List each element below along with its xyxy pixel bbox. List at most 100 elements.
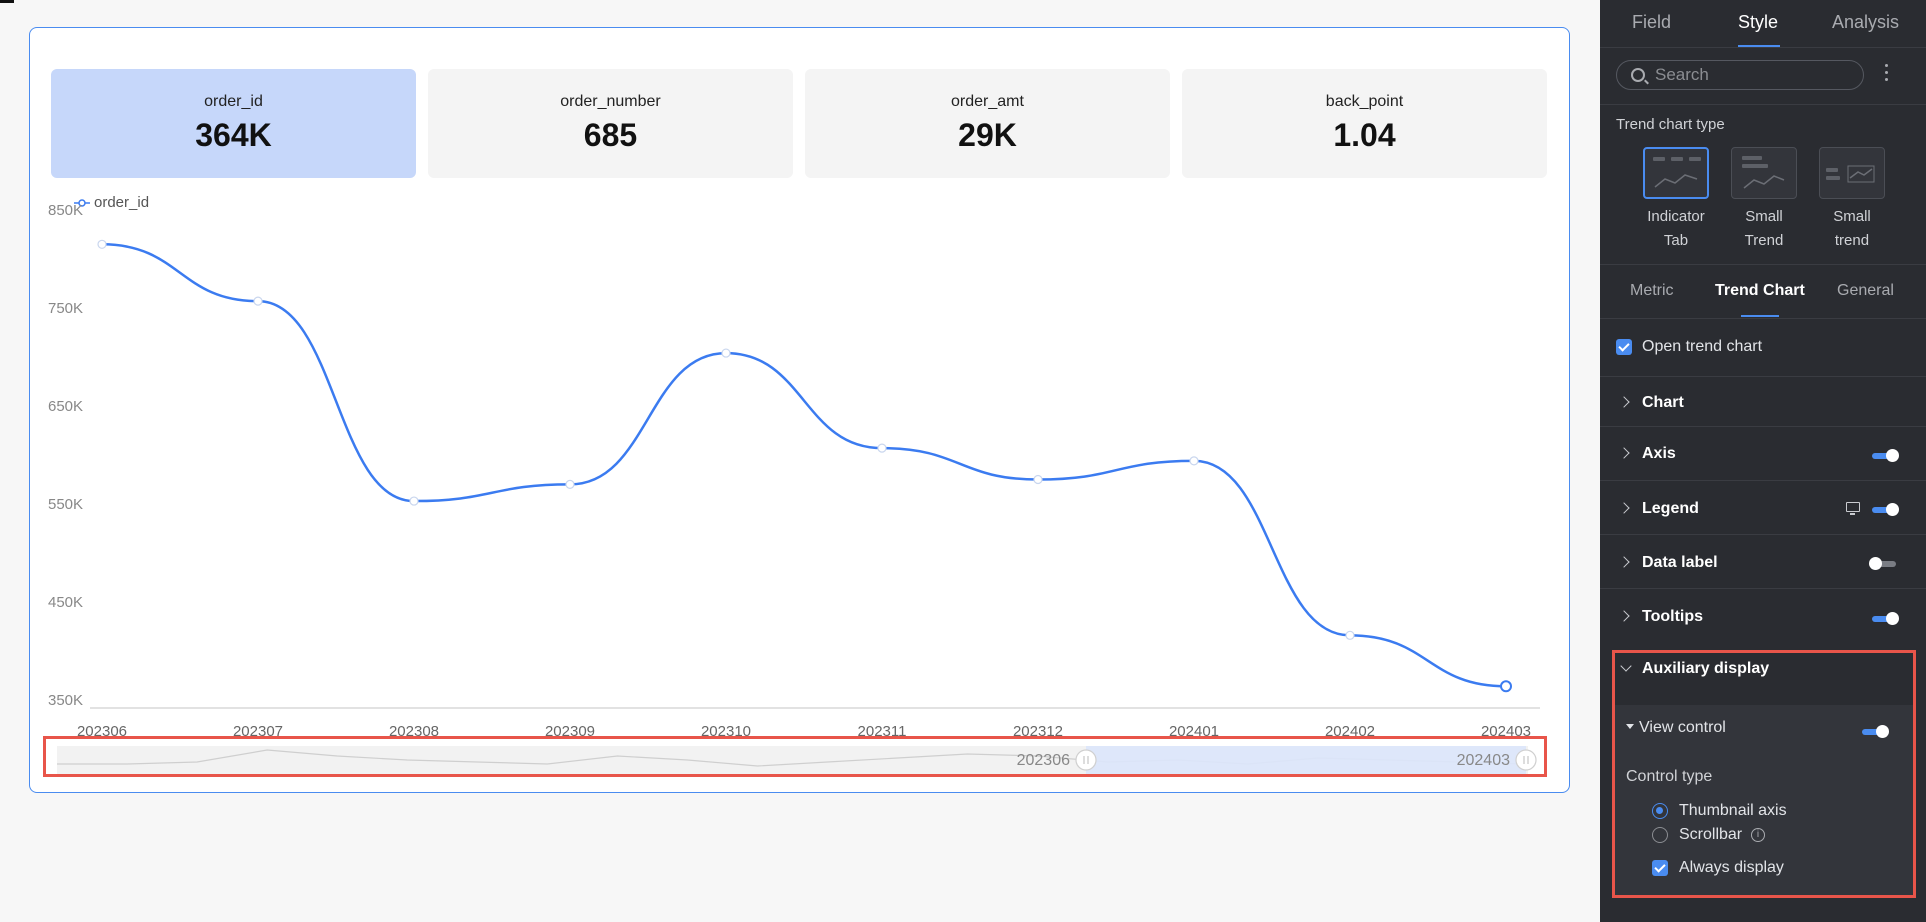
trend-type-indicator-tab[interactable]: Indicator Tab [1641, 147, 1711, 253]
tab-style[interactable]: Style [1738, 12, 1779, 32]
thumbnail-end-handle[interactable] [1515, 749, 1537, 771]
info-icon[interactable]: i [1751, 828, 1765, 842]
thumbnail-start-handle[interactable] [1075, 749, 1097, 771]
caret-down-icon[interactable] [1626, 724, 1634, 729]
panel-tabs: Field Style Analysis [1600, 0, 1926, 48]
trend-type-small-trend[interactable]: Small Trend [1729, 147, 1799, 253]
section-data-label[interactable]: Data label [1642, 554, 1718, 571]
chart-legend[interactable]: order_id [74, 194, 149, 211]
more-options-icon[interactable] [1885, 64, 1889, 84]
data-point [253, 296, 263, 306]
data-point [1189, 456, 1199, 466]
chevron-right-icon[interactable] [1618, 396, 1630, 408]
x-tick-label: 202308 [389, 723, 439, 740]
data-point [721, 348, 731, 358]
thumbnail-axis-option-label[interactable]: Thumbnail axis [1679, 802, 1787, 819]
section-tooltips[interactable]: Tooltips [1642, 608, 1704, 625]
thumbnail-start-label: 202306 [1017, 752, 1070, 769]
data-point [1033, 474, 1043, 485]
section-axis[interactable]: Axis [1642, 445, 1676, 462]
metric-value: 685 [583, 117, 638, 153]
view-control-toggle[interactable] [1862, 725, 1889, 738]
section-auxiliary-display[interactable]: Auxiliary display [1642, 660, 1770, 677]
divider [1600, 588, 1926, 589]
data-label-toggle[interactable] [1869, 557, 1896, 570]
metric-tab-order-number[interactable]: order_number 685 [428, 69, 793, 178]
trend-chart-type-title: Trend chart type [1616, 116, 1725, 133]
divider [1600, 426, 1926, 427]
open-trend-chart-checkbox[interactable] [1616, 339, 1632, 355]
always-display-label[interactable]: Always display [1679, 859, 1784, 876]
trend-chart-card[interactable]: order_id 364K order_number 685 order_amt… [29, 27, 1570, 793]
thumbnail-end-label: 202403 [1457, 752, 1510, 769]
metric-tab-order-id[interactable]: order_id 364K [51, 69, 416, 178]
monitor-icon[interactable] [1846, 502, 1860, 515]
auxiliary-display-highlight [1612, 650, 1916, 898]
trend-type-small-trend-alt[interactable]: Small trend [1817, 147, 1887, 253]
divider [1600, 318, 1926, 319]
tab-field[interactable]: Field [1632, 12, 1672, 32]
metric-label: order_number [560, 93, 661, 110]
trend-type-label: Indicator [1647, 208, 1705, 225]
divider [1600, 264, 1926, 265]
search-icon [1631, 68, 1645, 82]
data-point [97, 239, 107, 249]
y-tick-label: 550K [48, 496, 83, 513]
data-point [409, 496, 419, 506]
small-trend-alt-preview-icon [1819, 147, 1885, 199]
legend-toggle[interactable] [1872, 503, 1899, 516]
legend-label: order_id [94, 194, 150, 211]
series-line-order-id [101, 243, 1507, 688]
thumbnail-axis-highlight [43, 736, 1547, 777]
chevron-right-icon[interactable] [1618, 610, 1630, 622]
indicator-tab-preview-icon [1643, 147, 1709, 199]
scrollbar-radio[interactable] [1652, 827, 1668, 843]
search-input[interactable] [1655, 65, 1855, 85]
window-corner-mark [0, 0, 14, 3]
scrollbar-option-label[interactable]: Scrollbar [1679, 826, 1743, 843]
data-point [565, 479, 575, 489]
data-point [877, 443, 887, 453]
data-point [1345, 630, 1355, 640]
chevron-right-icon[interactable] [1618, 556, 1630, 568]
y-tick-label: 850K [48, 202, 83, 219]
tab-general[interactable]: General [1837, 282, 1894, 299]
chevron-right-icon[interactable] [1618, 502, 1630, 514]
x-tick-label: 202403 [1481, 723, 1531, 740]
section-chart[interactable]: Chart [1642, 394, 1684, 411]
trend-line-chart: 850K 750K 650K 550K 450K 350K 202306 202307 2023… [48, 202, 1540, 774]
thumbnail-axis-selection [1086, 746, 1526, 774]
view-control-label[interactable]: View control [1639, 719, 1726, 736]
divider [1600, 376, 1926, 377]
metric-tab-back-point[interactable]: back_point 1.04 [1182, 69, 1547, 178]
divider [1600, 480, 1926, 481]
metric-value: 29K [958, 117, 1017, 153]
section-legend[interactable]: Legend [1642, 500, 1699, 517]
x-tick-label: 202401 [1169, 723, 1219, 740]
tooltips-toggle[interactable] [1872, 612, 1899, 625]
metric-label: back_point [1325, 93, 1404, 110]
active-sub-tab-indicator [1741, 315, 1779, 317]
y-tick-label: 650K [48, 398, 83, 415]
style-sub-tabs: Metric Trend Chart General [1600, 264, 1926, 318]
thumbnail-axis-radio[interactable] [1652, 803, 1668, 819]
axis-toggle[interactable] [1872, 449, 1899, 462]
metric-tab-order-amt[interactable]: order_amt 29K [805, 69, 1170, 178]
search-box[interactable] [1616, 60, 1864, 90]
active-tab-indicator [1738, 45, 1780, 47]
small-trend-preview-icon [1731, 147, 1797, 199]
trend-type-label: Trend [1744, 232, 1784, 249]
divider [1600, 104, 1926, 105]
open-trend-chart-label: Open trend chart [1642, 338, 1763, 355]
chevron-right-icon[interactable] [1618, 447, 1630, 459]
control-type-label: Control type [1626, 768, 1713, 785]
x-tick-label: 202309 [545, 723, 595, 740]
tab-metric[interactable]: Metric [1630, 282, 1674, 299]
metric-value: 364K [195, 117, 272, 153]
tab-trend-chart[interactable]: Trend Chart [1715, 282, 1805, 299]
tab-analysis[interactable]: Analysis [1832, 12, 1900, 32]
x-tick-label: 202402 [1325, 723, 1375, 740]
y-tick-label: 350K [48, 692, 83, 709]
always-display-checkbox[interactable] [1652, 860, 1668, 876]
x-tick-label: 202306 [77, 723, 127, 740]
